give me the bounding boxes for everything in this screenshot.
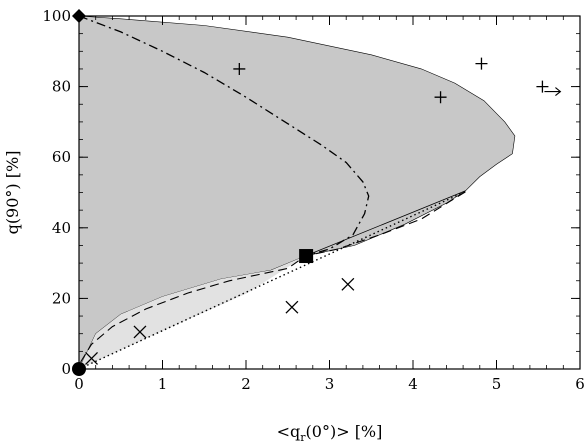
x-tick-label-2: 2 bbox=[241, 375, 251, 393]
x-axis-label-part-2: (0°)> [%] bbox=[306, 422, 383, 441]
marker-cross-10 bbox=[341, 277, 355, 291]
series-line-solid-thin-3 bbox=[305, 190, 466, 257]
series-line-dash-dot-0 bbox=[78, 15, 370, 257]
regions-layer bbox=[78, 15, 516, 370]
y-tick-label-20: 20 bbox=[52, 289, 71, 307]
x-axis-label: <qr(0°)> [%] bbox=[277, 422, 383, 442]
lines-layer bbox=[78, 15, 468, 370]
marker-plus-arrow-6-arrow bbox=[544, 87, 562, 97]
x-tick-label-1: 1 bbox=[158, 375, 168, 393]
marker-plus-4 bbox=[434, 91, 447, 104]
marker-cross-7 bbox=[85, 351, 98, 365]
x-tick-label-3: 3 bbox=[325, 375, 335, 393]
x-axis-label-subscript: r bbox=[300, 431, 306, 442]
x-tick-label-4: 4 bbox=[408, 375, 418, 393]
series-line-dotted-2 bbox=[78, 190, 468, 370]
marker-plus-5 bbox=[475, 57, 488, 70]
marker-cross-8 bbox=[133, 325, 147, 339]
x-tick-label-0: 0 bbox=[74, 375, 84, 393]
y-tick-label-100: 100 bbox=[42, 7, 71, 25]
marker-plus-arrow-6 bbox=[536, 80, 549, 93]
y-tick-label-60: 60 bbox=[52, 148, 71, 166]
y-axis-label: q(90°) [%] bbox=[3, 151, 22, 235]
x-tick-label-6: 6 bbox=[575, 375, 585, 393]
y-tick-label-40: 40 bbox=[52, 219, 71, 237]
x-tick-label-5: 5 bbox=[492, 375, 502, 393]
light-shaded-region bbox=[79, 256, 306, 369]
x-axis-label-part-1: <q bbox=[277, 422, 301, 441]
marker-square-2 bbox=[299, 249, 314, 264]
y-tick-label-80: 80 bbox=[52, 78, 71, 96]
marker-cross-9 bbox=[285, 300, 299, 314]
y-tick-label-0: 0 bbox=[61, 360, 71, 378]
series-line-dashed-1 bbox=[80, 190, 468, 363]
marker-plus-3 bbox=[233, 62, 246, 75]
markers-layer bbox=[72, 9, 562, 376]
